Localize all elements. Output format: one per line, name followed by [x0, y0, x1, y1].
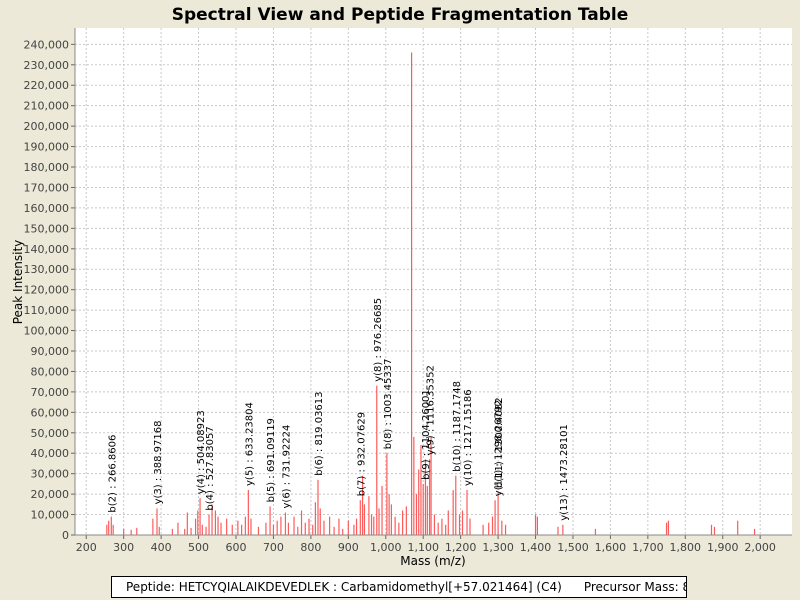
x-tick-label: 800 [300, 541, 321, 554]
x-tick-label: 500 [188, 541, 209, 554]
annotations: b(2) : 266.8606 y(3) : 388.97168 y(4) : 50… [107, 298, 570, 521]
peak-annotation: y(9) : 1116.35352 [425, 365, 436, 455]
peak-annotation: b(6) : 819.03613 [314, 391, 325, 475]
peak-annotation: y(10) : 1217.15186 [463, 389, 474, 486]
x-tick-label: 1,100 [407, 541, 439, 554]
peak-annotation: b(7) : 932.07629 [356, 412, 367, 496]
x-tick-label: 1,800 [670, 541, 702, 554]
x-tick-label: 700 [263, 541, 284, 554]
y-tick-label: 130,000 [24, 263, 70, 276]
y-tick-label: 160,000 [24, 202, 70, 215]
peaks [106, 52, 756, 535]
y-tick-label: 150,000 [24, 222, 70, 235]
x-tick-label: 1,900 [707, 541, 739, 554]
x-tick-label: 400 [151, 541, 172, 554]
y-tick-label: 140,000 [24, 243, 70, 256]
y-tick-label: 10,000 [31, 509, 70, 522]
precursor-mass-label: Precursor Mass: 802.505 [583, 580, 686, 594]
y-tick-label: 180,000 [24, 161, 70, 174]
y-tick-label: 220,000 [24, 79, 70, 92]
y-tick-label: 20,000 [31, 488, 70, 501]
peak-annotation: y(5) : 633.23804 [244, 402, 255, 486]
y-tick-label: 230,000 [24, 59, 70, 72]
y-tick-label: 110,000 [24, 304, 70, 317]
peak-annotation: b(5) : 691.09119 [266, 418, 277, 502]
y-tick-label: 200,000 [24, 120, 70, 133]
spectrum-chart: Spectral View and Peptide Fragmentation … [11, 5, 792, 568]
x-tick-label: 1,400 [520, 541, 552, 554]
peak-annotation: y(4) : 504.08923 [196, 410, 207, 494]
chart-title: Spectral View and Peptide Fragmentation … [172, 5, 629, 25]
y-tick-label: 50,000 [31, 427, 70, 440]
x-tick-label: 2,000 [744, 541, 776, 554]
x-tick-label: 200 [76, 541, 97, 554]
y-tick-label: 210,000 [24, 100, 70, 113]
y-axis-label: Peak Intensity [11, 240, 25, 325]
x-tick-label: 600 [225, 541, 246, 554]
peptide-info-box: Peptide: HETCYQIALAIKDEVEDLEK : Carbamid… [111, 576, 687, 598]
x-tick-label: 1,000 [370, 541, 402, 554]
peak-annotation: y(6) : 731.92224 [281, 425, 292, 509]
y-tick-label: 40,000 [31, 447, 70, 460]
plot-area [75, 28, 792, 535]
y-tick-label: 240,000 [24, 38, 70, 51]
x-tick-label: 1,600 [595, 541, 627, 554]
x-tick-label: 1,200 [445, 541, 477, 554]
grid [75, 28, 792, 536]
peak-annotation: y(11) : 1298.26792 [493, 400, 504, 497]
peak-annotation: b(4) : 527.83057 [205, 426, 216, 510]
y-tick-label: 30,000 [31, 468, 70, 481]
peak-annotation: y(8) : 976.26685 [373, 298, 384, 382]
peak-annotation: b(10) : 1187.1748 [452, 381, 463, 472]
y-tick-label: 60,000 [31, 406, 70, 419]
y-tick-label: 190,000 [24, 141, 70, 154]
peak-annotation: y(13) : 1473.28101 [559, 424, 570, 521]
peak-annotation: b(9) : 1104.26001 [421, 389, 432, 480]
peak-annotation: b(8) : 1003.45337 [383, 359, 394, 450]
x-tick-label: 300 [113, 541, 134, 554]
y-tick-label: 80,000 [31, 365, 70, 378]
y-tick-label: 0 [62, 529, 69, 542]
x-axis-label: Mass (m/z) [400, 554, 465, 568]
x-tick-label: 1,700 [632, 541, 664, 554]
x-tick-label: 900 [338, 541, 359, 554]
peptide-label: Peptide: HETCYQIALAIKDEVEDLEK : Carbamid… [126, 580, 562, 594]
y-tick-label: 120,000 [24, 284, 70, 297]
peak-annotation: y(3) : 388.97168 [153, 421, 164, 505]
x-tick-label: 1,500 [557, 541, 589, 554]
y-tick-label: 90,000 [31, 345, 70, 358]
y-tick-label: 100,000 [24, 325, 70, 338]
x-tick-label: 1,300 [482, 541, 514, 554]
peak-annotation: b(11) : 1300.4082 [494, 397, 505, 488]
y-tick-label: 170,000 [24, 181, 70, 194]
y-tick-label: 70,000 [31, 386, 70, 399]
axes: 0 10,000 20,000 30,000 40,000 50,000 60,000 70,… [24, 28, 792, 554]
peak-annotation: b(2) : 266.8606 [107, 435, 118, 513]
